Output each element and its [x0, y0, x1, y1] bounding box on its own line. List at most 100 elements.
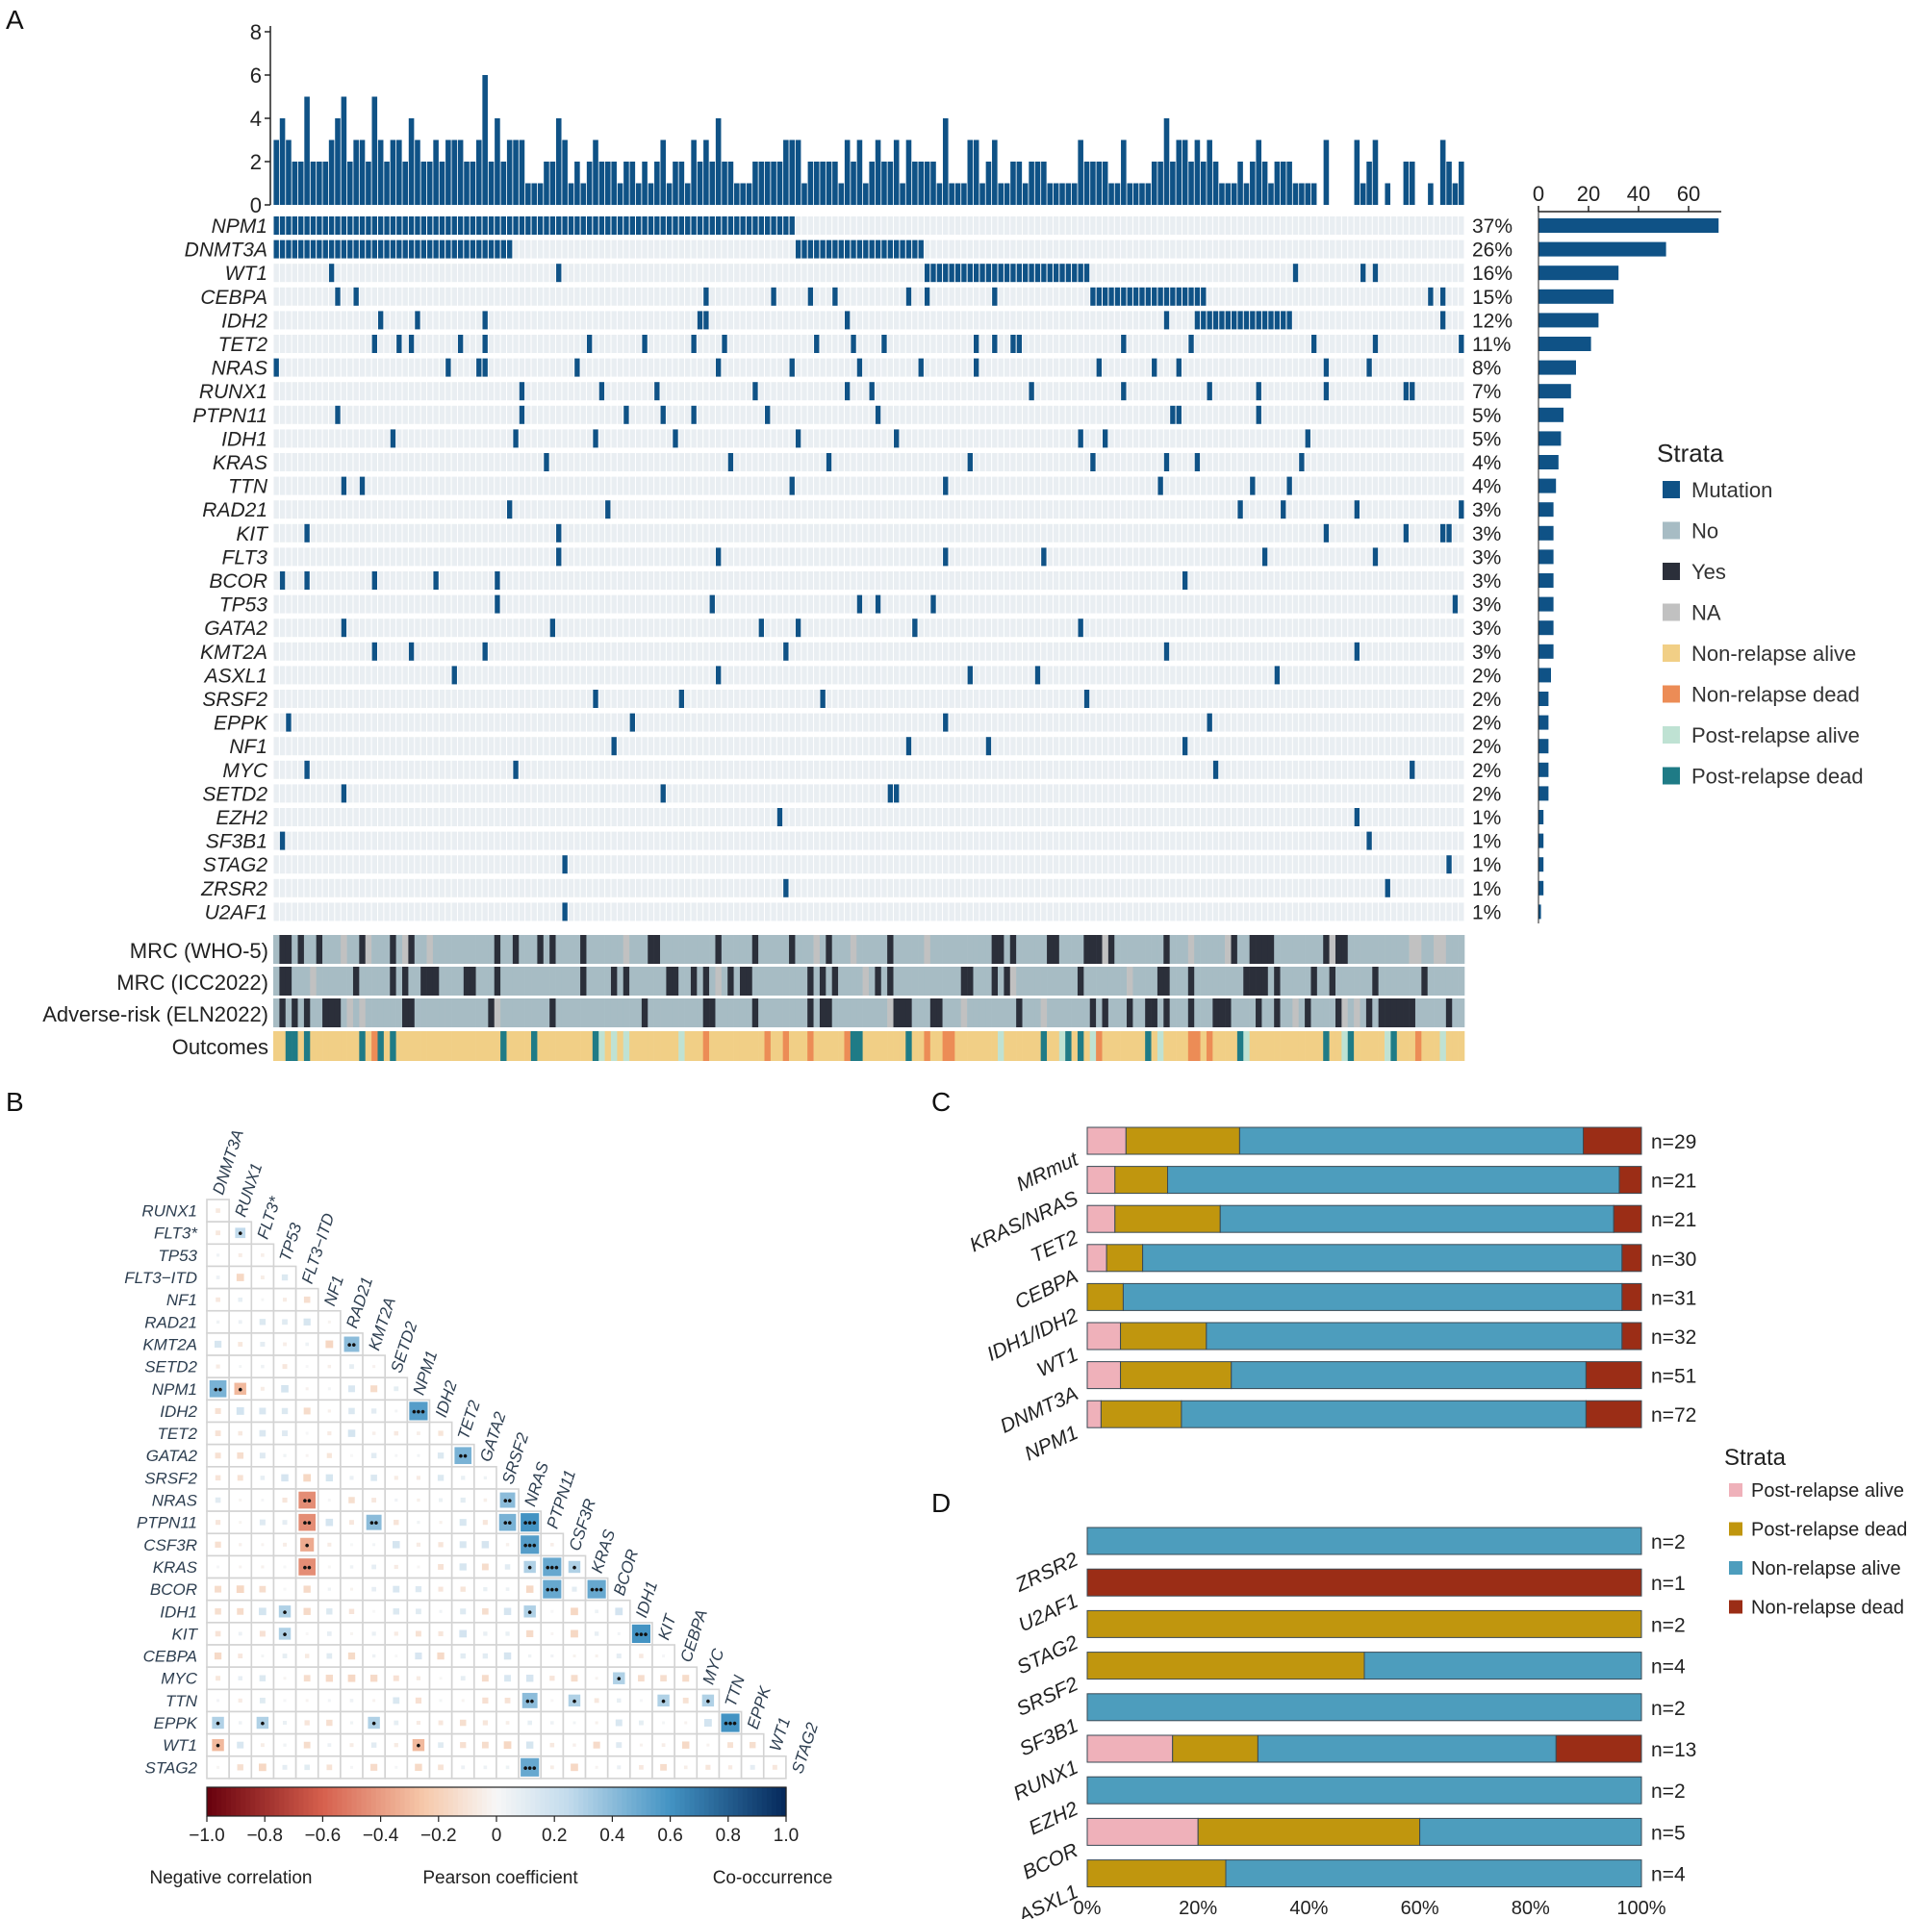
mutation-cell — [371, 240, 377, 259]
mutation-cell — [304, 523, 310, 543]
empty-cell — [648, 476, 654, 495]
empty-cell — [408, 594, 415, 614]
empty-cell — [697, 642, 703, 661]
empty-cell — [1299, 287, 1305, 306]
empty-cell — [1127, 500, 1132, 519]
empty-cell — [1114, 216, 1121, 235]
mutation-cell — [930, 264, 936, 283]
empty-cell — [605, 713, 611, 732]
mutation-cell — [894, 429, 900, 448]
empty-cell — [979, 594, 985, 614]
empty-cell — [408, 547, 415, 567]
empty-cell — [1446, 737, 1452, 756]
empty-cell — [549, 453, 556, 471]
empty-cell — [887, 429, 894, 448]
empty-cell — [1072, 405, 1078, 424]
empty-cell — [347, 358, 353, 377]
empty-cell — [304, 737, 310, 756]
empty-cell — [722, 500, 727, 519]
empty-cell — [875, 216, 881, 235]
empty-cell — [1004, 666, 1010, 685]
empty-cell — [495, 547, 500, 567]
empty-cell — [985, 240, 992, 259]
empty-cell — [384, 594, 390, 614]
empty-cell — [273, 264, 279, 283]
empty-cell — [758, 666, 765, 685]
empty-cell — [1390, 335, 1397, 353]
empty-cell — [427, 784, 433, 803]
empty-cell — [347, 453, 353, 471]
empty-cell — [1341, 264, 1348, 283]
empty-cell — [642, 405, 648, 424]
empty-cell — [420, 287, 427, 306]
empty-cell — [544, 382, 549, 401]
empty-cell — [439, 382, 445, 401]
empty-cell — [482, 476, 488, 495]
empty-cell — [359, 429, 366, 448]
empty-cell — [1090, 760, 1096, 779]
empty-cell — [586, 666, 593, 685]
empty-cell — [789, 642, 795, 661]
empty-cell — [1132, 690, 1139, 708]
tmb-bar — [519, 139, 525, 205]
empty-cell — [660, 476, 666, 495]
empty-cell — [820, 713, 826, 732]
empty-cell — [402, 760, 408, 779]
empty-cell — [433, 287, 439, 306]
empty-cell — [697, 784, 703, 803]
empty-cell — [439, 264, 445, 283]
empty-cell — [918, 311, 924, 330]
mutation-cell — [1256, 382, 1261, 401]
empty-cell — [1250, 240, 1256, 259]
empty-cell — [415, 737, 420, 756]
empty-cell — [556, 405, 562, 424]
empty-cell — [1385, 335, 1390, 353]
empty-cell — [1065, 594, 1072, 614]
empty-cell — [1243, 666, 1250, 685]
empty-cell — [427, 571, 433, 590]
empty-cell — [1219, 358, 1225, 377]
mutation-cell — [482, 642, 488, 661]
empty-cell — [851, 358, 856, 377]
empty-cell — [1256, 571, 1261, 590]
mutation-cell — [1152, 287, 1157, 306]
empty-cell — [1083, 713, 1090, 732]
empty-cell — [746, 476, 752, 495]
empty-cell — [500, 690, 506, 708]
empty-cell — [457, 690, 464, 708]
empty-cell — [1268, 642, 1274, 661]
empty-cell — [1341, 382, 1348, 401]
empty-cell — [642, 429, 648, 448]
empty-cell — [1403, 358, 1410, 377]
empty-cell — [1286, 642, 1292, 661]
empty-cell — [1428, 358, 1434, 377]
empty-cell — [292, 784, 298, 803]
empty-cell — [869, 690, 875, 708]
empty-cell — [654, 547, 660, 567]
empty-cell — [1232, 264, 1237, 283]
mutation-cell — [703, 311, 709, 330]
empty-cell — [1390, 713, 1397, 732]
tmb-bar — [954, 183, 961, 205]
empty-cell — [1421, 690, 1428, 708]
empty-cell — [359, 264, 366, 283]
empty-cell — [1010, 429, 1016, 448]
empty-cell — [1292, 335, 1299, 353]
empty-cell — [826, 594, 832, 614]
empty-cell — [875, 382, 881, 401]
empty-cell — [586, 594, 593, 614]
empty-cell — [617, 713, 623, 732]
empty-cell — [1410, 476, 1415, 495]
empty-cell — [648, 405, 654, 424]
empty-cell — [1212, 713, 1219, 732]
empty-cell — [1034, 453, 1041, 471]
tmb-bar — [1157, 162, 1163, 205]
empty-cell — [1004, 429, 1010, 448]
empty-cell — [1390, 619, 1397, 638]
empty-cell — [1317, 240, 1323, 259]
empty-cell — [1225, 264, 1232, 283]
empty-cell — [1452, 737, 1459, 756]
empty-cell — [1194, 642, 1201, 661]
mutation-cell — [930, 594, 936, 614]
panel-label-a: A — [6, 5, 24, 35]
